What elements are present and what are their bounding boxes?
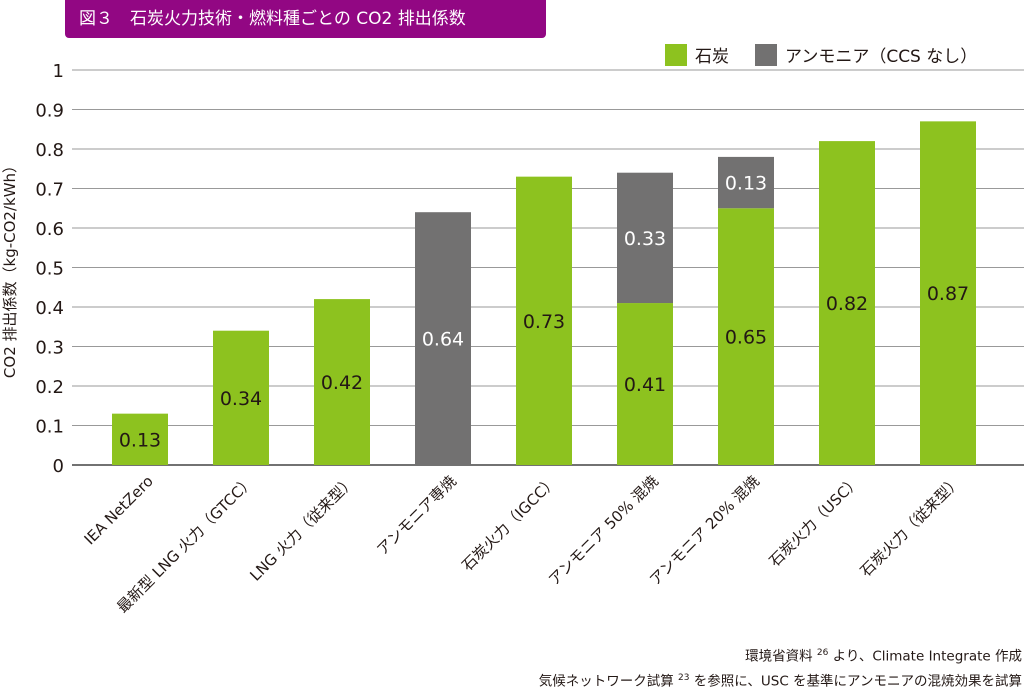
bar-segment	[920, 121, 976, 465]
legend-swatch-ammonia	[755, 43, 777, 66]
source-note: 環境省資料 26 より、Climate Integrate 作成 気候ネットワー…	[539, 643, 1022, 692]
data-label: 0.41	[624, 374, 666, 396]
legend-item-ammonia: アンモニア（CCS なし）	[755, 42, 977, 67]
y-tick-label: 0.8	[35, 140, 64, 161]
y-tick-label: 1	[53, 61, 64, 82]
x-tick-label: 石炭火力（IGCC）	[458, 472, 561, 575]
source-ref: 26	[816, 648, 829, 658]
data-label: 0.65	[725, 327, 767, 349]
source-line2-end: を参照に、USC を基準にアンモニアの混焼効果を試算	[689, 673, 1022, 689]
x-tick-label: IEA NetZero	[81, 472, 157, 548]
source-ref2: 23	[678, 672, 690, 683]
data-label: 0.82	[826, 293, 868, 315]
data-label: 0.13	[725, 173, 767, 195]
data-label: 0.87	[927, 283, 969, 305]
legend-swatch-coal	[665, 43, 687, 66]
y-tick-label: 0.1	[35, 417, 64, 438]
chart-title: 図３ 石炭火力技術・燃料種ごとの CO2 排出係数	[65, 0, 546, 38]
y-tick-label: 0.6	[35, 219, 64, 240]
x-tick-label: アンモニア専焼	[373, 472, 460, 559]
y-tick-label: 0.7	[35, 180, 64, 201]
data-label: 0.42	[321, 372, 363, 394]
y-tick-label: 0.5	[35, 259, 64, 280]
y-tick-label: 0	[53, 456, 64, 477]
bar-segment	[516, 176, 572, 465]
bar-segment	[112, 413, 168, 465]
source-line2: 気候ネットワーク試算	[538, 673, 679, 689]
y-tick-label: 0.2	[35, 377, 64, 398]
bar-segment	[718, 208, 774, 465]
y-tick-label: 0.3	[35, 338, 64, 359]
bar-segment	[415, 212, 471, 465]
data-label: 0.34	[220, 388, 262, 410]
x-tick-label: 石炭火力（USC）	[766, 472, 864, 570]
x-tick-label: 石炭火力（従来型）	[857, 472, 965, 580]
data-label: 0.73	[523, 311, 565, 333]
bar-segment	[213, 330, 269, 465]
bar-segment	[819, 141, 875, 465]
legend-item-coal: 石炭	[665, 42, 729, 67]
x-tick-label: アンモニア 50% 混焼	[545, 472, 662, 589]
y-tick-label: 0.9	[35, 101, 64, 122]
x-tick-label: LNG 火力（従来型）	[246, 472, 358, 584]
bar-segment	[617, 303, 673, 465]
source-line1-end: より、Climate Integrate 作成	[828, 648, 1022, 665]
bar-segment	[718, 156, 774, 209]
data-label: 0.33	[624, 228, 666, 250]
legend-label-ammonia: アンモニア（CCS なし）	[785, 47, 978, 67]
source-line1: 環境省資料	[745, 648, 817, 665]
y-tick-label: 0.4	[35, 298, 64, 319]
data-label: 0.64	[422, 329, 464, 351]
legend: 石炭 アンモニア（CCS なし）	[665, 42, 1003, 67]
y-axis-label: CO2 排出係数（kg-CO2/kWh）	[1, 158, 19, 378]
bar-segment	[617, 172, 673, 304]
x-tick-label: アンモニア 20% 混焼	[646, 472, 763, 589]
bar-segment	[314, 299, 370, 465]
data-label: 0.13	[119, 429, 161, 451]
legend-label-coal: 石炭	[695, 47, 729, 67]
